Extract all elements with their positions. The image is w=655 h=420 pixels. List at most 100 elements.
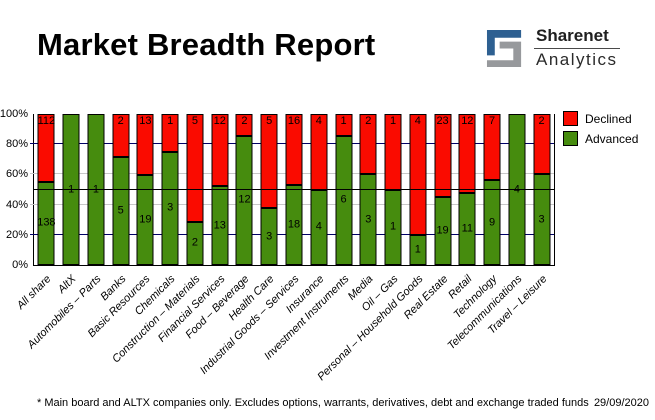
- advanced-segment: [211, 186, 229, 265]
- y-axis-labels: 0% 20% 40% 60% 80% 100%: [0, 108, 29, 271]
- advanced-count-label: 138: [37, 216, 56, 229]
- advanced-segment: [62, 114, 80, 265]
- logo-line-sharenet: Sharenet: [534, 26, 620, 49]
- declined-count-label: 2: [365, 115, 372, 127]
- declined-segment: [235, 114, 253, 136]
- stacked-bar: 1: [59, 114, 84, 265]
- bar-column: 1: [87, 114, 105, 265]
- declined-segment: [186, 114, 204, 222]
- logo-line-analytics: Analytics: [536, 49, 618, 69]
- bar-column: 12 13: [211, 114, 229, 265]
- declined-count-label: 12: [213, 115, 226, 127]
- stacked-bar: 1: [84, 114, 109, 265]
- advanced-count-label: 3: [167, 201, 174, 214]
- declined-segment: [112, 114, 130, 158]
- declined-segment: [533, 114, 551, 175]
- advanced-segment: [37, 181, 55, 265]
- declined-count-label: 1: [389, 115, 397, 127]
- advanced-segment: [409, 234, 427, 265]
- y-tick-label: 100%: [0, 108, 28, 120]
- legend-item-declined: Declined: [563, 111, 638, 126]
- bar-column: 4: [508, 114, 526, 265]
- legend-item-advanced: Advanced: [563, 131, 638, 146]
- sharenet-logo-icon: [486, 29, 522, 67]
- advanced-segment: [458, 192, 476, 265]
- advanced-count-label: 19: [436, 224, 449, 237]
- advanced-count-label: 18: [287, 218, 301, 231]
- advanced-segment: [483, 180, 501, 265]
- advanced-segment: [285, 185, 303, 265]
- declined-swatch-icon: [563, 111, 578, 126]
- advanced-segment: [136, 175, 154, 265]
- footnote: * Main board and ALTX companies only. Ex…: [37, 397, 589, 409]
- advanced-count-label: 3: [266, 230, 273, 243]
- advanced-segment: [384, 189, 402, 265]
- advanced-segment: [508, 114, 526, 265]
- advanced-swatch-icon: [563, 131, 578, 146]
- report-date: 29/09/2020: [593, 397, 649, 409]
- declined-segment: [359, 114, 377, 175]
- advanced-count-label: 3: [365, 213, 372, 226]
- declined-count-label: 5: [266, 115, 273, 127]
- stacked-bar: 12 11: [455, 114, 480, 265]
- declined-segment: [37, 114, 55, 182]
- bar-column: 112 138: [37, 114, 56, 265]
- fifty-percent-reference-line: [34, 188, 554, 190]
- bar-column: 13 19: [136, 114, 154, 265]
- advanced-count-label: 9: [489, 216, 496, 229]
- sharenet-logo: Sharenet Analytics: [486, 26, 620, 69]
- declined-count-label: 1: [167, 115, 174, 127]
- declined-segment: [409, 114, 427, 235]
- advanced-count-label: 1: [389, 220, 397, 233]
- legend-label-declined: Declined: [585, 111, 632, 126]
- declined-count-label: 4: [315, 115, 322, 127]
- declined-segment: [260, 114, 278, 209]
- declined-count-label: 12: [461, 115, 474, 127]
- advanced-segment: [235, 135, 253, 265]
- advanced-count-label: 11: [461, 222, 474, 235]
- bar-column: 2 12: [235, 114, 253, 265]
- y-tick-label: 40%: [5, 198, 28, 211]
- declined-count-label: 16: [287, 115, 301, 127]
- stacked-bar: 12 13: [207, 114, 232, 265]
- stacked-bar: 23 19: [430, 114, 455, 265]
- y-tick-label: 60%: [5, 168, 28, 181]
- declined-segment: [434, 114, 452, 197]
- declined-count-label: 5: [191, 115, 198, 127]
- advanced-segment: [161, 151, 179, 265]
- y-tick-label: 0%: [12, 259, 28, 271]
- advanced-segment: [533, 174, 551, 265]
- advanced-segment: [112, 157, 130, 265]
- legend-label-advanced: Advanced: [585, 131, 639, 146]
- declined-count-label: 2: [538, 115, 545, 127]
- advanced-count-label: 2: [191, 236, 198, 249]
- stacked-bar: 13 19: [133, 114, 158, 265]
- bar-column: 16 18: [285, 114, 303, 265]
- declined-segment: [483, 114, 501, 181]
- advanced-segment: [434, 196, 452, 265]
- logo-text: Sharenet Analytics: [534, 26, 620, 69]
- advanced-count-label: 1: [68, 184, 74, 195]
- plot-area: 1121381125131913521213212531618441623114…: [30, 114, 555, 266]
- y-tick-label: 80%: [5, 138, 28, 151]
- advanced-segment: [335, 135, 353, 265]
- page-title: Market Breadth Report: [37, 27, 376, 62]
